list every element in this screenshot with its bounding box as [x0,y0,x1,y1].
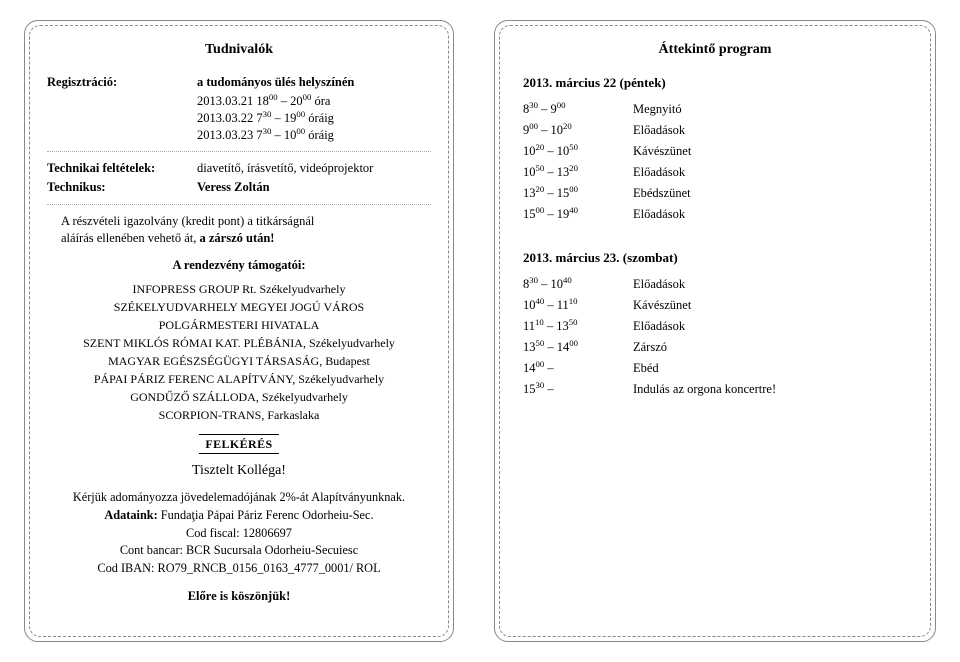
felkeres-wrap: FELKÉRÉS [47,424,431,456]
sponsor-5: MAGYAR EGÉSZSÉGÜGYI TÁRSASÁG, Budapest [47,352,431,370]
schedule-row: 1350 – 1400Zárszó [523,339,907,356]
sponsor-list: INFOPRESS GROUP Rt. Székelyudvarhely SZÉ… [47,280,431,424]
schedule-time: 1400 – [523,360,633,377]
schedule-desc: Megnyitó [633,101,907,118]
row-tech: Technikai feltételek: diavetítő, írásvet… [47,160,431,177]
reg-time-1: 2013.03.21 1800 – 2000 óra [47,93,431,110]
schedule-row: 1400 –Ebéd [523,360,907,377]
schedule-desc: Ebédszünet [633,185,907,202]
schedule-time: 830 – 1040 [523,276,633,293]
right-title: Áttekintő program [523,41,907,60]
note-line-b: aláírás ellenében vehető át, [61,231,199,245]
sponsor-2: SZÉKELYUDVARHELY MEGYEI JOGÚ VÁROS [47,298,431,316]
schedule-day2: 830 – 1040Előadások1040 – 1110Kávészünet… [523,276,907,397]
schedule-time: 830 – 900 [523,101,633,118]
reg-time-2: 2013.03.22 730 – 1900 óráig [47,110,431,127]
row-registration: Regisztráció: a tudományos ülés helyszín… [47,74,431,91]
note-line-a: A részvételi igazolvány (kredit pont) a … [61,214,314,228]
schedule-time: 1530 – [523,381,633,398]
reg-time-3: 2013.03.23 730 – 1000 óráig [47,127,431,144]
schedule-time: 1500 – 1940 [523,206,633,223]
schedule-desc: Ebéd [633,360,907,377]
sponsor-8: SCORPION-TRANS, Farkaslaka [47,406,431,424]
donation-block: Kérjük adományozza jövedelemadójának 2%-… [47,489,431,578]
donation-l2: Adataink: Fundaţia Pápai Páriz Ferenc Od… [47,507,431,525]
left-page: Tudnivalók Regisztráció: a tudományos ül… [24,20,454,642]
reg-val-lead: a tudományos ülés helyszínén [197,75,354,89]
schedule-row: 900 – 1020Előadások [523,122,907,139]
donation-l1: Kérjük adományozza jövedelemadójának 2%-… [47,489,431,507]
schedule-desc: Előadások [633,164,907,181]
left-title: Tudnivalók [47,41,431,60]
divider-2 [47,204,431,205]
sponsor-heading: A rendezvény támogatói: [47,257,431,274]
day1-heading: 2013. március 22 (péntek) [523,74,907,92]
schedule-desc: Indulás az orgona koncertre! [633,381,907,398]
sponsor-1: INFOPRESS GROUP Rt. Székelyudvarhely [47,280,431,298]
schedule-row: 1320 – 1500Ebédszünet [523,185,907,202]
schedule-time: 1040 – 1110 [523,297,633,314]
note-line-c: a zárszó után! [199,231,274,245]
schedule-day1: 830 – 900Megnyitó900 – 1020Előadások1020… [523,101,907,222]
schedule-row: 1500 – 1940Előadások [523,206,907,223]
tech-label: Technikai feltételek: [47,160,197,177]
schedule-desc: Előadások [633,276,907,293]
divider-1 [47,151,431,152]
schedule-row: 1040 – 1110Kávészünet [523,297,907,314]
schedule-desc: Kávészünet [633,297,907,314]
schedule-time: 1320 – 1500 [523,185,633,202]
schedule-time: 1110 – 1350 [523,318,633,335]
schedule-desc: Zárszó [633,339,907,356]
schedule-row: 830 – 900Megnyitó [523,101,907,118]
donation-l3: Cod fiscal: 12806697 [47,525,431,543]
schedule-time: 1050 – 1320 [523,164,633,181]
schedule-row: 830 – 1040Előadások [523,276,907,293]
sponsor-6: PÁPAI PÁRIZ FERENC ALAPÍTVÁNY, Székelyud… [47,370,431,388]
right-page: Áttekintő program 2013. március 22 (pént… [494,20,936,642]
schedule-row: 1020 – 1050Kávészünet [523,143,907,160]
schedule-time: 900 – 1020 [523,122,633,139]
registration-label: Regisztráció: [47,74,197,91]
schedule-desc: Előadások [633,318,907,335]
technician-label: Technikus: [47,179,197,196]
felkeres-heading: FELKÉRÉS [199,434,278,454]
registration-value: a tudományos ülés helyszínén [197,74,431,91]
donation-l5: Cod IBAN: RO79_RNCB_0156_0163_4777_0001/… [47,560,431,578]
schedule-desc: Kávészünet [633,143,907,160]
schedule-time: 1020 – 1050 [523,143,633,160]
thanks-line: Előre is köszönjük! [47,588,431,605]
day2-heading: 2013. március 23. (szombat) [523,249,907,267]
sponsor-4: SZENT MIKLÓS RÓMAI KAT. PLÉBÁNIA, Székel… [47,334,431,352]
donation-l4: Cont bancar: BCR Sucursala Odorheiu-Secu… [47,542,431,560]
technician-value: Veress Zoltán [197,179,431,196]
schedule-desc: Előadások [633,122,907,139]
schedule-row: 1110 – 1350Előadások [523,318,907,335]
schedule-row: 1530 –Indulás az orgona koncertre! [523,381,907,398]
sponsor-3: POLGÁRMESTERI HIVATALA [47,316,431,334]
sponsor-7: GONDŰZŐ SZÁLLODA, Székelyudvarhely [47,388,431,406]
schedule-time: 1350 – 1400 [523,339,633,356]
credit-note: A részvételi igazolvány (kredit pont) a … [61,213,417,247]
row-technician: Technikus: Veress Zoltán [47,179,431,196]
schedule-row: 1050 – 1320Előadások [523,164,907,181]
tech-value: diavetítő, írásvetítő, videóprojektor [197,160,431,177]
greeting: Tisztelt Kolléga! [47,462,431,481]
schedule-desc: Előadások [633,206,907,223]
